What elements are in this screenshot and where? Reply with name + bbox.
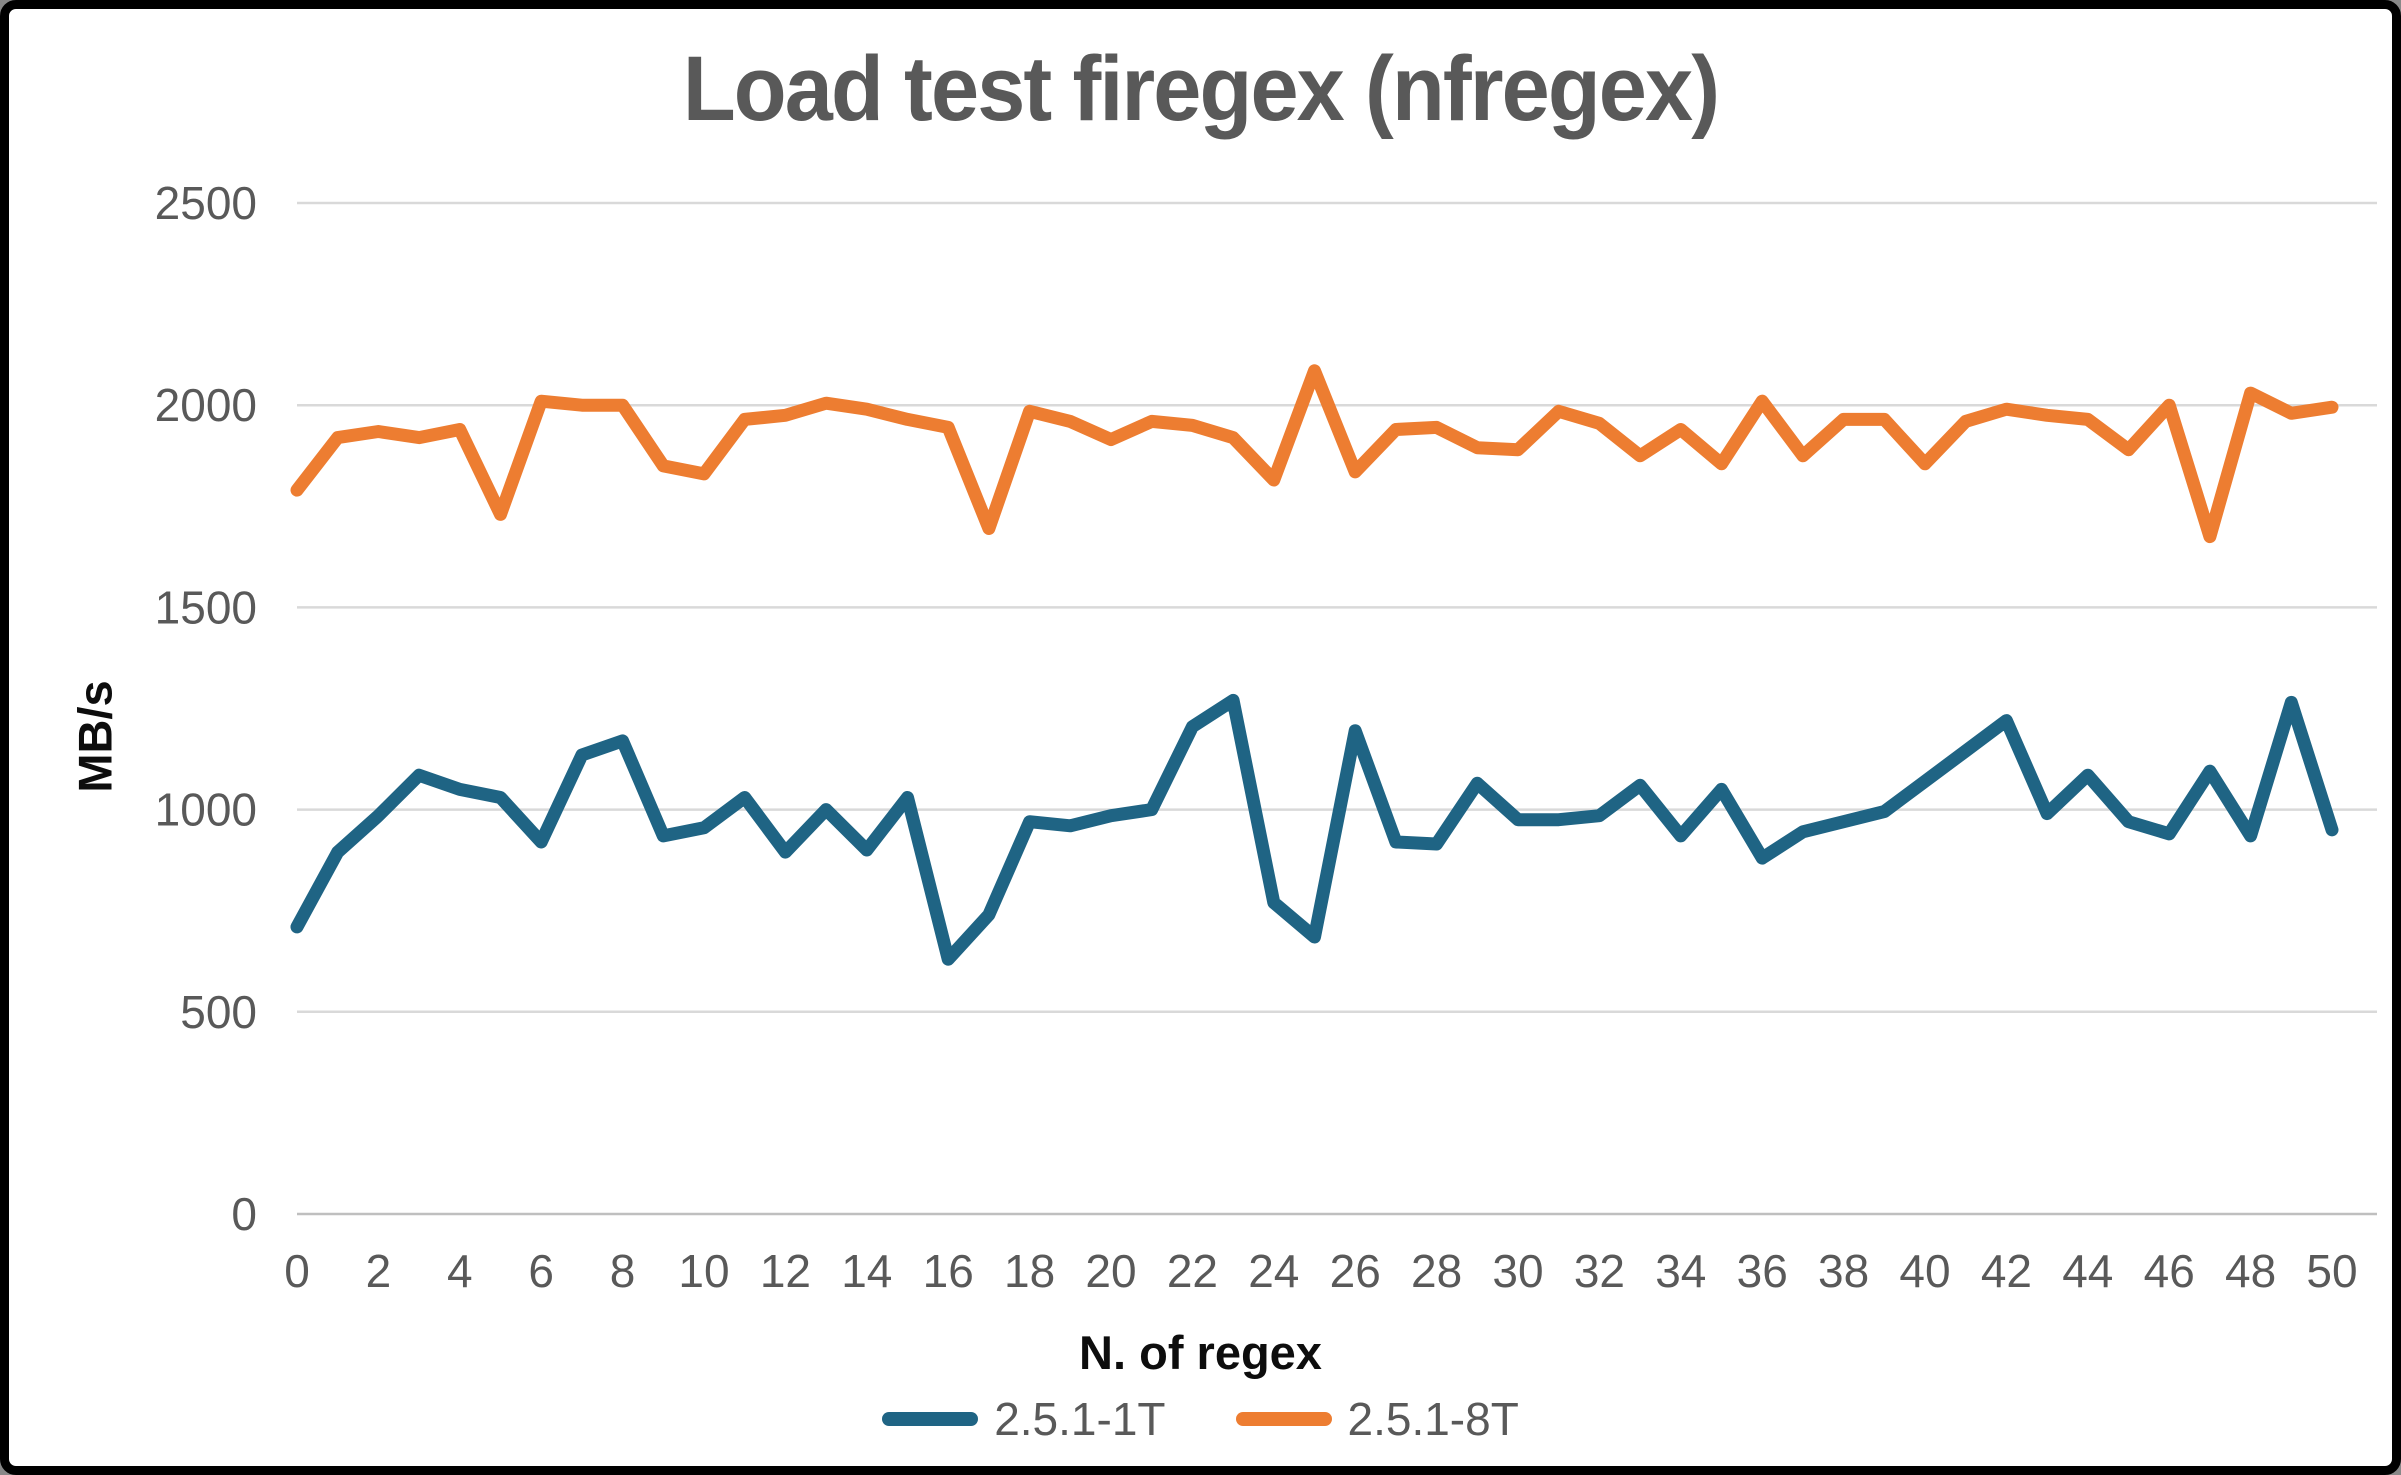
x-tick-label-24: 24	[1248, 1245, 1299, 1297]
x-tick-label-30: 30	[1492, 1245, 1543, 1297]
x-tick-label-14: 14	[841, 1245, 892, 1297]
y-tick-label-1000: 1000	[155, 784, 257, 836]
x-tick-label-38: 38	[1818, 1245, 1869, 1297]
x-tick-label-40: 40	[1899, 1245, 1950, 1297]
y-tick-label-1500: 1500	[155, 581, 257, 633]
x-tick-label-18: 18	[1004, 1245, 1055, 1297]
x-tick-label-32: 32	[1574, 1245, 1625, 1297]
x-tick-label-28: 28	[1411, 1245, 1462, 1297]
x-tick-label-10: 10	[678, 1245, 729, 1297]
x-tick-label-6: 6	[528, 1245, 554, 1297]
chart-title: Load test firegex (nfregex)	[682, 38, 1720, 140]
x-tick-label-46: 46	[2144, 1245, 2195, 1297]
x-tick-label-22: 22	[1167, 1245, 1218, 1297]
chart-legend: 2.5.1-1T 2.5.1-8T	[9, 1392, 2392, 1446]
y-axis-title: MB/s	[68, 680, 122, 793]
legend-label-2.5.1-1T: 2.5.1-1T	[994, 1393, 1166, 1445]
y-tick-label-0: 0	[231, 1188, 257, 1240]
y-tick-label-2000: 2000	[155, 379, 257, 431]
x-tick-label-42: 42	[1981, 1245, 2032, 1297]
x-tick-label-12: 12	[760, 1245, 811, 1297]
x-tick-label-16: 16	[923, 1245, 974, 1297]
x-axis-title: N. of regex	[1079, 1326, 1322, 1379]
y-tick-label-500: 500	[180, 986, 257, 1038]
x-tick-label-36: 36	[1737, 1245, 1788, 1297]
x-tick-label-26: 26	[1330, 1245, 1381, 1297]
legend-item-2.5.1-8T: 2.5.1-8T	[1235, 1392, 1519, 1446]
x-tick-label-8: 8	[610, 1245, 636, 1297]
series-line-2.5.1-1T	[290, 693, 2339, 966]
x-tick-label-34: 34	[1655, 1245, 1706, 1297]
legend-swatch-2.5.1-1T	[882, 1412, 979, 1426]
legend-item-2.5.1-1T: 2.5.1-1T	[882, 1392, 1166, 1446]
x-tick-label-48: 48	[2225, 1245, 2276, 1297]
x-tick-label-4: 4	[447, 1245, 473, 1297]
y-tick-label-2500: 2500	[155, 177, 257, 229]
legend-swatch-2.5.1-8T	[1235, 1412, 1332, 1426]
x-tick-label-50: 50	[2306, 1245, 2357, 1297]
x-tick-label-44: 44	[2062, 1245, 2113, 1297]
x-tick-label-2: 2	[366, 1245, 392, 1297]
x-tick-label-0: 0	[284, 1245, 310, 1297]
legend-label-2.5.1-8T: 2.5.1-8T	[1347, 1393, 1519, 1445]
series-line-2.5.1-8T	[290, 364, 2339, 544]
x-tick-label-20: 20	[1085, 1245, 1136, 1297]
